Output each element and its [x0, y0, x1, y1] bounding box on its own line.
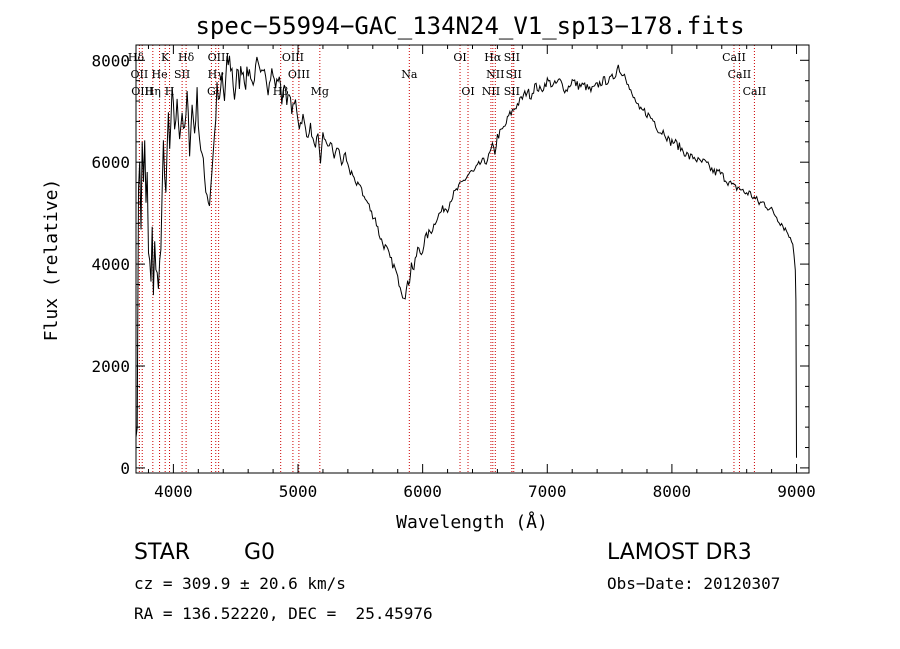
line-label: Hδ [178, 51, 195, 64]
spectral-line-markers [135, 45, 755, 473]
line-label: SII [174, 68, 190, 81]
line-label: Hγ [208, 68, 225, 81]
y-tick-label: 2000 [91, 357, 130, 376]
line-label: CaII [728, 68, 752, 81]
line-label: He [152, 68, 168, 81]
y-axis: 0 2000 4000 6000 8000 [91, 51, 809, 478]
line-label: SII [506, 68, 522, 81]
y-tick-label: 8000 [91, 51, 130, 70]
obs-date: Obs−Date: 20120307 [607, 574, 781, 593]
spectrum-trace [135, 55, 797, 458]
line-label: K [161, 51, 170, 64]
x-tick-label: 8000 [653, 482, 692, 501]
line-label: SII [504, 51, 520, 64]
x-tick-label: 9000 [777, 482, 816, 501]
line-label: OI [461, 85, 474, 98]
y-tick-label: 6000 [91, 153, 130, 172]
velocity-readout: cz = 309.9 ± 20.6 km/s [134, 574, 346, 593]
object-class: STAR [134, 540, 191, 565]
x-tick-label: 7000 [528, 482, 567, 501]
line-label: CaII [722, 51, 746, 64]
x-tick-label: 5000 [279, 482, 318, 501]
spectral-subclass: G0 [244, 540, 276, 565]
line-label: OIII [288, 68, 310, 81]
line-label: NII [486, 68, 504, 81]
x-tick-label: 6000 [403, 482, 442, 501]
line-label: Hη [145, 85, 161, 98]
line-label: OII [131, 68, 149, 81]
line-label: OIII [282, 51, 304, 64]
line-label: CaII [743, 85, 767, 98]
line-label: H [165, 85, 175, 98]
line-label: OIII [131, 85, 153, 98]
y-axis-label: Flux (relative) [41, 179, 62, 342]
line-label: NII [482, 85, 500, 98]
line-label: Mg [311, 85, 329, 98]
x-axis-label: Wavelength (Å) [396, 511, 548, 533]
survey-name: LAMOST DR3 [607, 540, 752, 565]
line-label: Na [401, 68, 418, 81]
line-label: SII [504, 85, 520, 98]
coordinates: RA = 136.52220, DEC = 25.45976 [134, 604, 433, 623]
y-tick-label: 0 [120, 459, 130, 478]
line-label: OIII [208, 51, 230, 64]
line-label: G [207, 85, 216, 98]
plot-frame [135, 44, 810, 474]
line-label: OI [453, 51, 466, 64]
x-tick-label: 4000 [154, 482, 193, 501]
line-label: Hα [484, 51, 502, 64]
y-tick-label: 4000 [91, 255, 130, 274]
x-axis: 4000 5000 6000 7000 8000 9000 [147, 45, 816, 501]
chart-title: spec−55994−GAC_134N24_V1_sp13−178.fits [195, 12, 744, 40]
